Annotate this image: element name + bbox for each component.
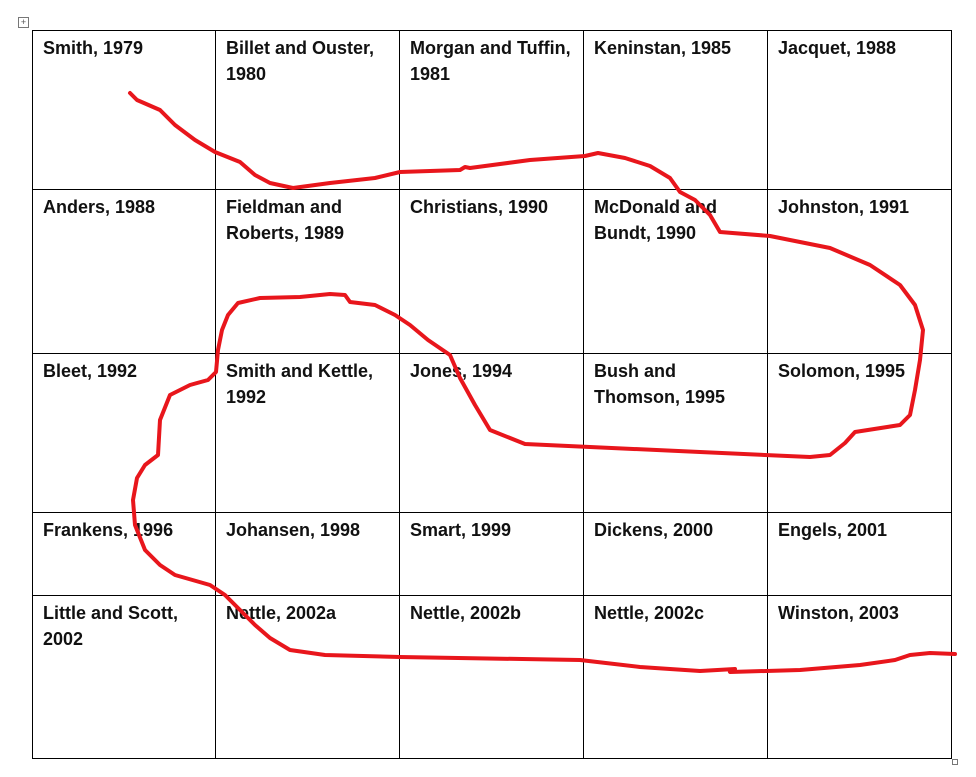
table-cell: Nettle, 2002b <box>399 595 584 759</box>
table-cell: Jones, 1994 <box>399 353 584 513</box>
table-cell: Solomon, 1995 <box>767 353 952 513</box>
table-row: Anders, 1988 Fieldman and Roberts, 1989 Ch… <box>32 189 952 354</box>
table-cell: Morgan and Tuffin, 1981 <box>399 30 584 190</box>
table-cell: Winston, 2003 <box>767 595 952 759</box>
table-row: Smith, 1979 Billet and Ouster, 1980 Morgan… <box>32 30 952 190</box>
table-cell: Nettle, 2002a <box>215 595 400 759</box>
table-cell: Smith and Kettle, 1992 <box>215 353 400 513</box>
table-cell: Smart, 1999 <box>399 512 584 596</box>
table: Smith, 1979 Billet and Ouster, 1980 Morgan… <box>32 30 952 759</box>
table-cell: Billet and Ouster, 1980 <box>215 30 400 190</box>
table-cell: Christians, 1990 <box>399 189 584 354</box>
table-cell: Fieldman and Roberts, 1989 <box>215 189 400 354</box>
table-cell: Keninstan, 1985 <box>583 30 768 190</box>
table-cell: Jacquet, 1988 <box>767 30 952 190</box>
table-cell: McDonald and Bundt, 1990 <box>583 189 768 354</box>
table-row: Little and Scott, 2002 Nettle, 2002a Nettl… <box>32 595 952 759</box>
table-resize-handle[interactable] <box>952 759 958 765</box>
table-cell: Johansen, 1998 <box>215 512 400 596</box>
table-cell: Dickens, 2000 <box>583 512 768 596</box>
table-cell: Little and Scott, 2002 <box>32 595 216 759</box>
table-row: Bleet, 1992 Smith and Kettle, 1992 Jones, … <box>32 353 952 513</box>
table-move-handle[interactable]: + <box>18 17 29 28</box>
table-cell: Frankens, 1996 <box>32 512 216 596</box>
table-row: Frankens, 1996 Johansen, 1998 Smart, 1999 D… <box>32 512 952 596</box>
table-cell: Nettle, 2002c <box>583 595 768 759</box>
table-cell: Johnston, 1991 <box>767 189 952 354</box>
table-cell: Smith, 1979 <box>32 30 216 190</box>
table-cell: Bleet, 1992 <box>32 353 216 513</box>
table-cell: Anders, 1988 <box>32 189 216 354</box>
table-cell: Engels, 2001 <box>767 512 952 596</box>
table-cell: Bush and Thomson, 1995 <box>583 353 768 513</box>
